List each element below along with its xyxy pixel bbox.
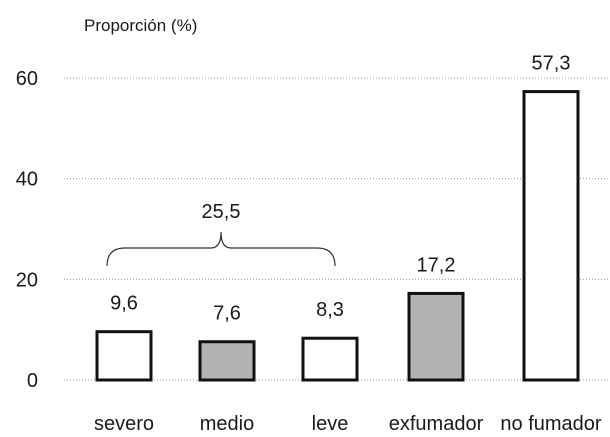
category-labels: severo medio leve exfumador no fumador	[94, 413, 602, 435]
category-label-medio: medio	[200, 413, 254, 435]
category-label-no-fumador: no fumador	[500, 413, 602, 435]
bar-severo	[95, 330, 153, 382]
value-label-no-fumador: 57,3	[532, 53, 571, 75]
y-tick-20: 20	[16, 269, 38, 291]
bar-medio	[198, 340, 256, 382]
category-label-leve: leve	[312, 413, 349, 435]
group-total-label: 25,5	[202, 201, 241, 223]
bar-leve	[301, 336, 359, 382]
y-axis-label: Proporción (%)	[84, 16, 197, 35]
bar-no-fumador	[522, 90, 580, 382]
y-tick-60: 60	[16, 68, 38, 90]
category-label-severo: severo	[94, 413, 154, 435]
group-annotation: 25,5	[106, 201, 336, 267]
value-label-exfumador: 17,2	[417, 254, 456, 276]
value-label-severo: 9,6	[110, 293, 138, 315]
category-label-exfumador: exfumador	[389, 413, 484, 435]
y-tick-40: 40	[16, 169, 38, 191]
value-label-leve: 8,3	[316, 299, 344, 321]
y-tick-0: 0	[27, 370, 38, 392]
bars	[95, 90, 580, 382]
value-labels: 9,6 7,6 8,3 17,2 57,3	[110, 53, 570, 325]
gridlines	[64, 77, 608, 381]
bar-exfumador	[407, 291, 465, 382]
y-tick-labels: 0 20 40 60	[16, 68, 38, 392]
value-label-medio: 7,6	[213, 303, 241, 325]
brace-icon	[106, 231, 336, 267]
